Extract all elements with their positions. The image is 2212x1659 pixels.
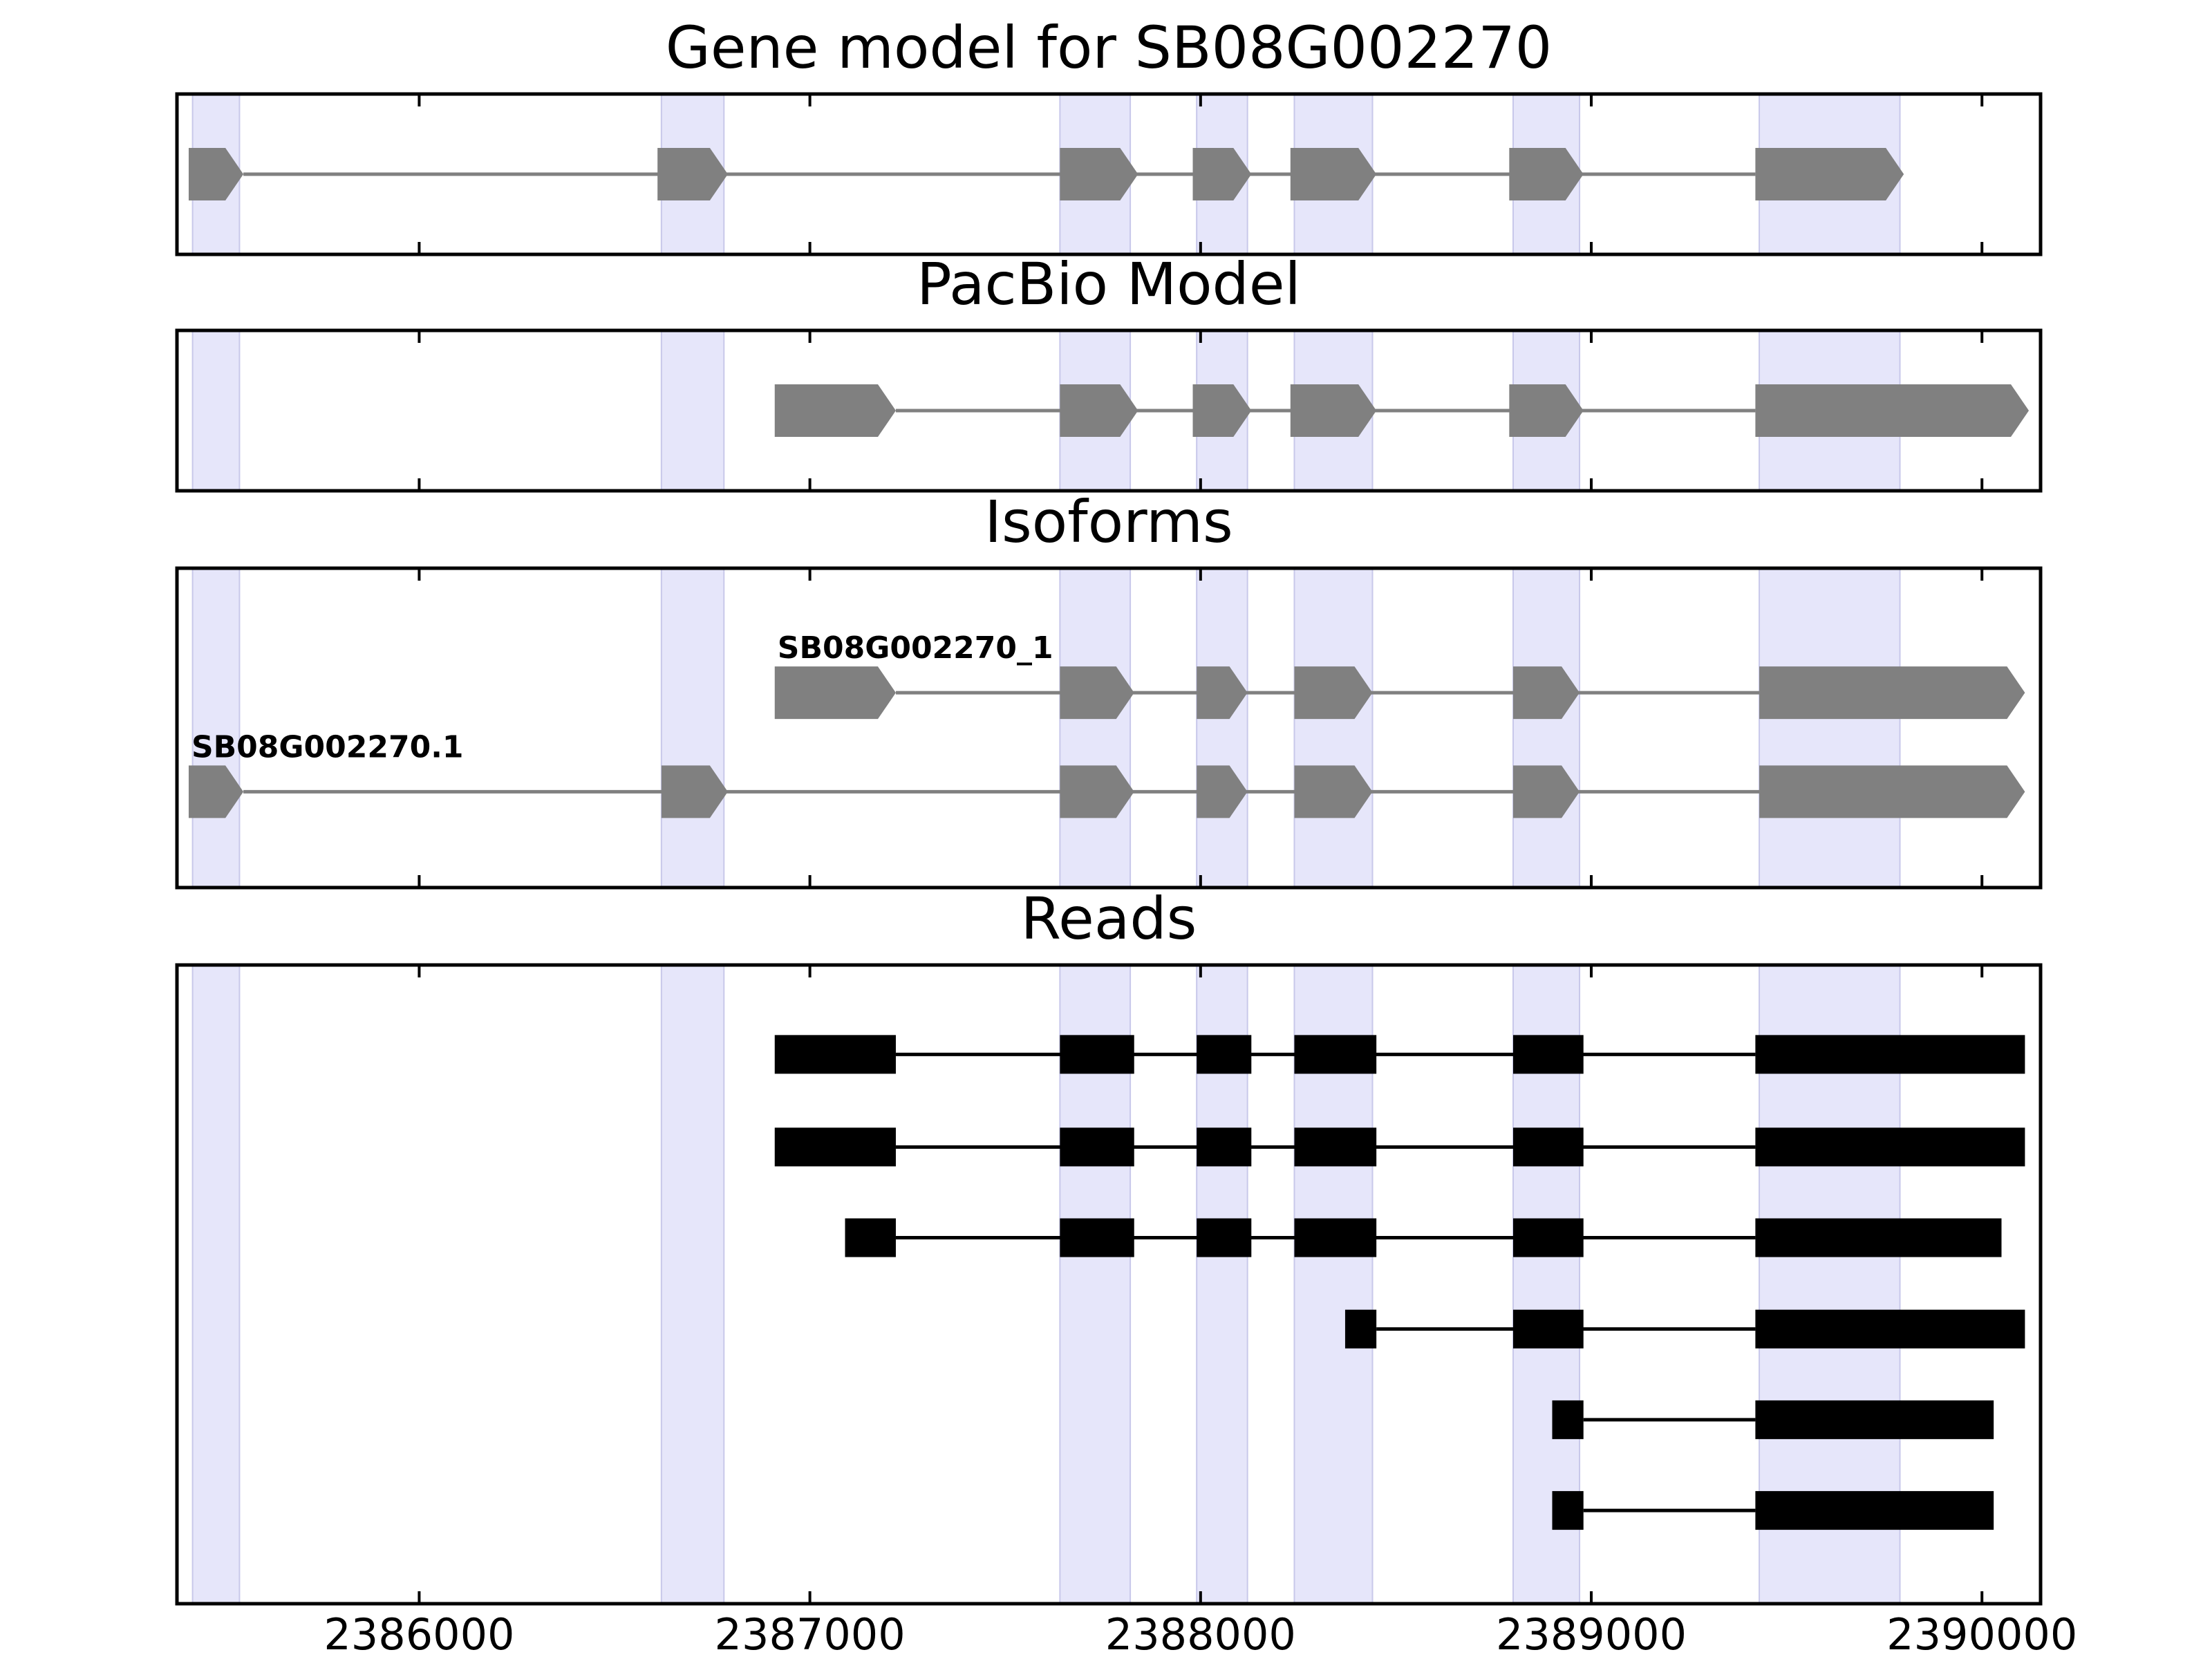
read-block [774,1127,896,1167]
read-block [1294,1218,1377,1257]
panel-title: Reads [1021,885,1197,953]
read-block [1552,1400,1584,1439]
exon-arrow [1294,765,1373,818]
exon-arrow [1197,666,1248,720]
read-block [845,1218,896,1257]
exon-arrow [1509,384,1584,437]
highlight-band [191,568,241,888]
read-block [774,1035,896,1074]
exon-arrow [1197,765,1248,818]
read-block [1755,1127,2025,1167]
read-block [1294,1127,1377,1167]
exon-arrow [188,765,244,818]
read [774,1127,2025,1167]
transcript [188,148,1904,200]
read-block [1512,1035,1584,1074]
read-block [1755,1491,1994,1530]
panel-3: Isoforms SB08G002270_1 SB08G002270.1 [175,488,2043,890]
highlight-band [191,330,241,491]
exon-arrow [1060,384,1138,437]
read [845,1218,2002,1257]
read-block [1755,1035,2025,1074]
exon-arrow [1759,666,2025,720]
exon-arrow [1192,148,1252,200]
read-block [1552,1491,1584,1530]
isoform-label: SB08G002270.1 [191,729,464,765]
x-tick-label: 2386000 [324,1609,514,1659]
exon-arrow [1755,148,1904,200]
read [1552,1491,1994,1530]
highlight-band [1512,568,1581,888]
panel-1: Gene model for SB08G002270 [175,14,2043,256]
highlight-band [660,964,725,1604]
read-block [1755,1309,2025,1349]
highlight-band [1293,568,1374,888]
x-tick-label: 2389000 [1496,1609,1687,1659]
exon-arrow [1060,666,1134,720]
exon-arrow [1192,384,1252,437]
read-block [1197,1218,1252,1257]
x-tick-label: 2388000 [1105,1609,1296,1659]
axes-frame [175,566,2043,890]
exon-arrow [657,148,728,200]
read-block [1344,1309,1377,1349]
exon-arrow [1759,765,2025,818]
read [774,1035,2025,1074]
exon-arrow [1512,666,1580,720]
transcript: SB08G002270.1 [188,729,2025,818]
read-block [1060,1218,1134,1257]
highlight-band [1196,568,1248,888]
read [1552,1400,1994,1439]
exon-arrow [1294,666,1373,720]
read-block [1512,1309,1584,1349]
exon-arrow [774,384,896,437]
highlight-band [1059,568,1132,888]
highlight-band [1759,568,1901,888]
exon-arrow [1290,148,1377,200]
x-tick-label: 2387000 [715,1609,906,1659]
exon-arrow [1755,384,2030,437]
read-block [1294,1035,1377,1074]
isoform-label: SB08G002270_1 [778,630,1053,666]
transcript [774,384,2030,437]
read-block [1755,1400,1994,1439]
read-block [1755,1218,2002,1257]
axes-frame [175,328,2043,493]
panel-title: Gene model for SB08G002270 [666,14,1552,82]
exon-arrow [1060,765,1134,818]
read-block [1512,1127,1584,1167]
exon-arrow [1290,384,1377,437]
read-block [1512,1218,1584,1257]
exon-arrow [1512,765,1580,818]
panel-title: Isoforms [984,488,1233,556]
exon-arrow [188,148,244,200]
highlight-band [191,964,241,1604]
axes-frame [175,963,2043,1606]
read-block [1197,1035,1252,1074]
read-block [1060,1035,1134,1074]
highlight-band [660,330,725,491]
read-block [1197,1127,1252,1167]
transcript: SB08G002270_1 [774,630,2025,720]
x-tick-label: 2390000 [1886,1609,2077,1659]
axes-frame [175,92,2043,256]
exon-arrow [774,666,896,720]
read [1344,1309,2025,1349]
read-block [1060,1127,1134,1167]
exon-arrow [661,765,728,818]
highlight-band [660,568,725,888]
exon-arrow [1060,148,1138,200]
panel-title: PacBio Model [917,250,1301,318]
exon-arrow [1509,148,1584,200]
panel-4: Reads [175,885,2043,1606]
panel-2: PacBio Model [175,250,2043,493]
